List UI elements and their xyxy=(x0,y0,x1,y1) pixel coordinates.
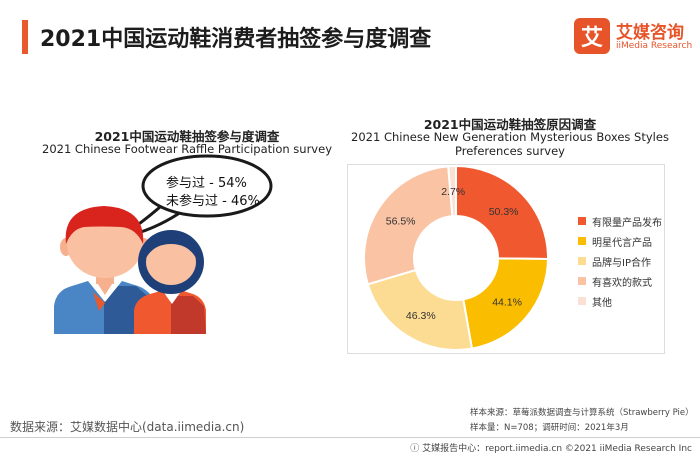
sample-source-note: 样本来源：草莓派数据调查与计算系统（Strawberry Pie） xyxy=(470,408,694,418)
legend-label: 品牌与IP合作 xyxy=(592,257,651,269)
slice-data-label: 50.3% xyxy=(489,206,519,218)
legend-label: 有限量产品发布 xyxy=(592,217,662,229)
participation-title-cn: 2021中国运动鞋抽签参与度调查 xyxy=(94,129,280,144)
legend-item: 明星代言产品 xyxy=(578,231,662,251)
donut-slice xyxy=(447,164,457,218)
logo-name-cn: 艾媒咨询 xyxy=(616,23,684,43)
copyright: ⓘ 艾媒报告中心：report.iimedia.cn ©2021 iiMedia… xyxy=(410,444,692,454)
legend-swatch xyxy=(578,297,586,305)
legend-swatch xyxy=(578,237,586,245)
participation-title-en: 2021 Chinese Footwear Raffle Participati… xyxy=(42,142,332,156)
legend-item: 有限量产品发布 xyxy=(578,211,662,231)
chart-subtitle: 2021 Chinese New Generation Mysterious B… xyxy=(351,130,669,159)
slice-data-label: 56.5% xyxy=(386,215,416,227)
data-source: 数据来源：艾媒数据中心(data.iimedia.cn) xyxy=(10,420,245,434)
legend-swatch xyxy=(578,277,586,285)
legend-label: 明星代言产品 xyxy=(592,237,652,249)
footer-divider xyxy=(0,437,700,438)
legend-swatch xyxy=(578,257,586,265)
logo-name-en: iiMedia Research xyxy=(616,41,693,51)
legend-item: 品牌与IP合作 xyxy=(578,251,662,271)
slice-data-label: 44.1% xyxy=(492,296,522,308)
chart-title: 2021中国运动鞋抽签原因调查 xyxy=(423,117,597,132)
donut-slice xyxy=(363,165,454,286)
page-title: 2021中国运动鞋消费者抽签参与度调查 xyxy=(40,27,432,52)
chart-frame xyxy=(347,164,665,354)
logo-mark: 艾 xyxy=(574,18,610,54)
legend-item: 有喜欢的款式 xyxy=(578,271,662,291)
donut-slice xyxy=(455,164,549,260)
slice-data-label: 46.3% xyxy=(406,310,436,322)
legend-item: 其他 xyxy=(578,291,662,311)
donut-slice xyxy=(366,268,474,351)
brand-logo: 艾 艾媒咨询 iiMedia Research xyxy=(574,16,694,56)
sample-size-note: 样本量：N=708；调研时间：2021年3月 xyxy=(470,423,629,433)
not-participated-percent: 未参与过 - 46% xyxy=(166,194,260,209)
legend-label: 有喜欢的款式 xyxy=(592,277,652,289)
title-accent-bar xyxy=(22,20,28,54)
participated-percent: 参与过 - 54% xyxy=(166,176,247,191)
legend-swatch xyxy=(578,217,586,225)
chart-legend: 有限量产品发布 明星代言产品 品牌与IP合作 有喜欢的款式 其他 xyxy=(578,211,662,311)
legend-label: 其他 xyxy=(592,297,612,309)
slice-data-label: 2.7% xyxy=(441,186,465,198)
donut-slice xyxy=(462,257,550,350)
